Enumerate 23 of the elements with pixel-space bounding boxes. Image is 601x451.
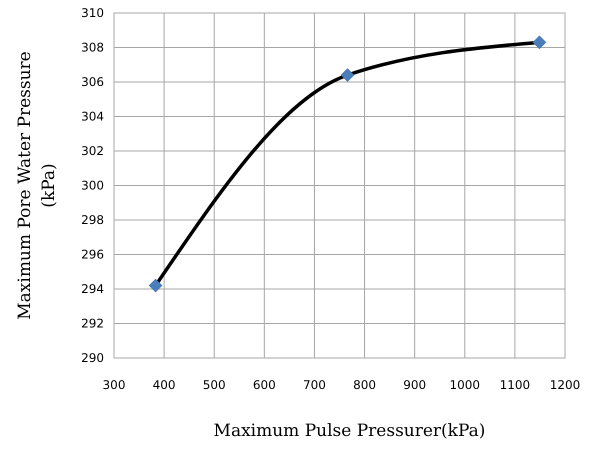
x-tick-label: 600	[252, 378, 276, 392]
y-tick-label: 296	[81, 248, 104, 262]
y-tick-label: 308	[81, 40, 104, 54]
y-tick-label: 304	[81, 110, 104, 124]
x-tick-label: 1000	[450, 378, 480, 392]
y-tick-label: 290	[81, 351, 104, 365]
x-tick-label: 400	[152, 378, 176, 392]
y-tick-label: 306	[81, 75, 104, 89]
y-tick-label: 298	[81, 213, 104, 227]
y-tick-label: 302	[81, 144, 104, 158]
x-tick-label: 700	[302, 378, 326, 392]
x-tick-label: 800	[353, 378, 376, 392]
y-tick-label: 292	[81, 316, 104, 330]
y-axis-title: Maximum Pore Water Pressure (kPa)	[15, 51, 59, 320]
x-tick-label: 1100	[500, 378, 530, 392]
x-tick-label: 1200	[550, 378, 580, 392]
x-tick-label: 900	[403, 378, 426, 392]
x-tick-label: 300	[102, 378, 126, 392]
y-tick-label: 300	[81, 178, 104, 192]
x-tick-label: 500	[202, 378, 226, 392]
x-axis-title: Maximum Pulse Pressurer(kPa)	[214, 421, 486, 441]
y-tick-label: 310	[81, 6, 104, 20]
y-tick-label: 294	[81, 282, 104, 296]
